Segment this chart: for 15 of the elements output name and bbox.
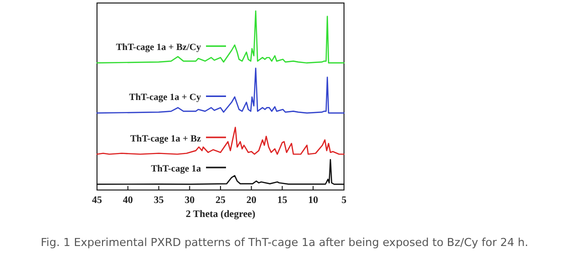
legend-label: ThT-cage 1a + Bz xyxy=(130,134,202,144)
x-tick-label: 40 xyxy=(122,195,133,206)
legend-label: ThT-cage 1a xyxy=(150,164,202,174)
x-tick-label: 15 xyxy=(277,195,288,206)
x-tick-label: 10 xyxy=(308,195,318,206)
x-tick-label: 30 xyxy=(184,195,195,206)
legend-label: ThT-cage 1a + Cy xyxy=(129,93,202,104)
x-tick-label: 45 xyxy=(92,195,102,206)
x-axis-title: 2 Theta (degree) xyxy=(186,209,256,220)
x-tick-label: 20 xyxy=(246,195,256,206)
caption: Fig. 1 Experimental PXRD patterns of ThT-cage 1a after being exposed to Bz/Cy for 24 h. xyxy=(40,236,528,249)
legend-label: ThT-cage 1a + Bz/Cy xyxy=(116,43,202,54)
x-tick-label: 25 xyxy=(216,195,226,206)
x-tick-label: 5 xyxy=(342,195,346,206)
x-tick-label: 35 xyxy=(154,195,164,206)
